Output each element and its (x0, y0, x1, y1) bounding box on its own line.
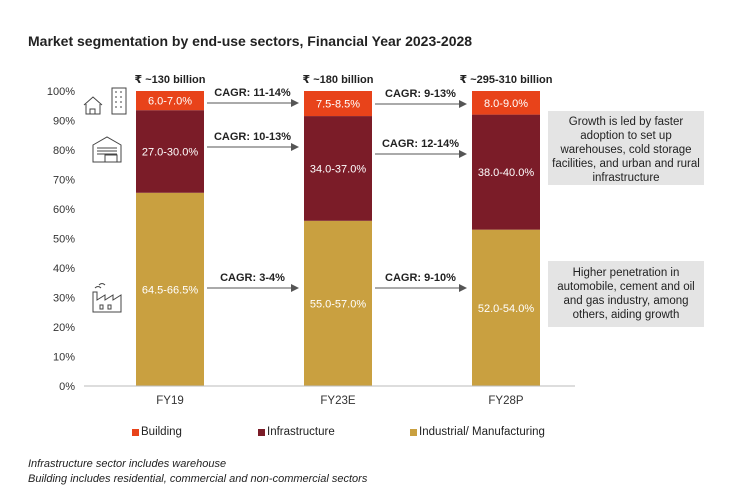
bar-building-fy19 (136, 91, 204, 111)
bar-industrial-manufacturing-fy19 (136, 192, 204, 386)
note-growth-industrial: Higher penetration in automobile, cement… (548, 261, 704, 327)
footnote-building: Building includes residential, commercia… (28, 473, 368, 485)
bar-value-label: 6.0-7.0% (148, 96, 192, 108)
y-tick-label: 0% (59, 381, 75, 393)
x-axis: FY19 FY23E FY28P (84, 385, 575, 407)
bar-value-label: 38.0-40.0% (478, 167, 534, 179)
chart-title: Market segmentation by end-use sectors, … (28, 33, 473, 49)
cagr-label: CAGR: 10-13% (214, 131, 291, 143)
bar-value-label: 64.5-66.5% (142, 284, 198, 296)
warehouse-icon (92, 136, 122, 163)
cagr-label: CAGR: 9-10% (385, 272, 456, 284)
bar-value-label: 52.0-54.0% (478, 303, 534, 315)
bar-building-fy23e (304, 91, 372, 117)
legend-item-building: Building (132, 426, 182, 438)
x-tick-label: FY28P (488, 395, 523, 407)
bar-total-label: ₹ ~180 billion (303, 74, 374, 86)
cagr-arrows: CAGR: 11-14% CAGR: 9-13% CAGR: 10-13% CAGR:… (207, 87, 467, 292)
footnote-infrastructure: Infrastructure sector includes warehouse (28, 458, 227, 470)
cagr-label: CAGR: 12-14% (382, 138, 459, 150)
cagr-label: CAGR: 11-14% (214, 87, 291, 99)
bar-industrial-manufacturing-fy28p (472, 229, 540, 386)
bar-value-label: 7.5-8.5% (316, 99, 360, 111)
y-tick-label: 10% (53, 352, 75, 364)
x-tick-label: FY19 (156, 395, 184, 407)
bar-infrastructure-fy28p (472, 114, 540, 230)
y-axis: 0% 10% 20% 30% 40% 50% 60% 70% 80% 90% 100% (47, 86, 75, 393)
house-building-icon (83, 87, 127, 115)
y-tick-label: 50% (53, 234, 75, 246)
bar-value-label: 27.0-30.0% (142, 146, 198, 158)
y-tick-label: 30% (53, 293, 75, 305)
legend-swatch-building (132, 428, 139, 436)
y-tick-label: 60% (53, 204, 75, 216)
legend-label-building: Building (141, 426, 182, 438)
bars: 64.5-66.5% 27.0-30.0% 6.0-7.0% ₹ ~130 billi… (135, 74, 553, 386)
legend-item-infrastructure: Infrastructure (258, 426, 335, 438)
bar-infrastructure-fy19 (136, 110, 204, 193)
legend-swatch-infrastructure (258, 428, 265, 436)
cagr-label: CAGR: 3-4% (220, 272, 285, 284)
bar-value-label: 34.0-37.0% (310, 163, 366, 175)
bar-value-label: 8.0-9.0% (484, 98, 528, 110)
y-tick-label: 100% (47, 86, 75, 98)
legend-label-infrastructure: Infrastructure (267, 426, 335, 438)
bar-total-label: ₹ ~130 billion (135, 74, 206, 86)
legend-label-industrial: Industrial/ Manufacturing (419, 426, 545, 438)
legend-swatch-industrial (410, 428, 417, 436)
y-tick-label: 40% (53, 263, 75, 275)
bar-total-label: ₹ ~295-310 billion (460, 74, 553, 86)
y-tick-label: 20% (53, 322, 75, 334)
x-tick-label: FY23E (320, 395, 355, 407)
factory-icon (92, 283, 122, 313)
bar-infrastructure-fy23e (304, 116, 372, 221)
bar-value-label: 55.0-57.0% (310, 298, 366, 310)
bar-building-fy28p (472, 91, 540, 115)
note-growth-infrastructure: Growth is led by faster adoption to set … (548, 111, 704, 185)
y-tick-label: 90% (53, 116, 75, 128)
y-tick-label: 70% (53, 175, 75, 187)
legend-item-industrial: Industrial/ Manufacturing (410, 426, 545, 438)
bar-industrial-manufacturing-fy23e (304, 220, 372, 386)
y-tick-label: 80% (53, 145, 75, 157)
cagr-label: CAGR: 9-13% (385, 88, 456, 100)
